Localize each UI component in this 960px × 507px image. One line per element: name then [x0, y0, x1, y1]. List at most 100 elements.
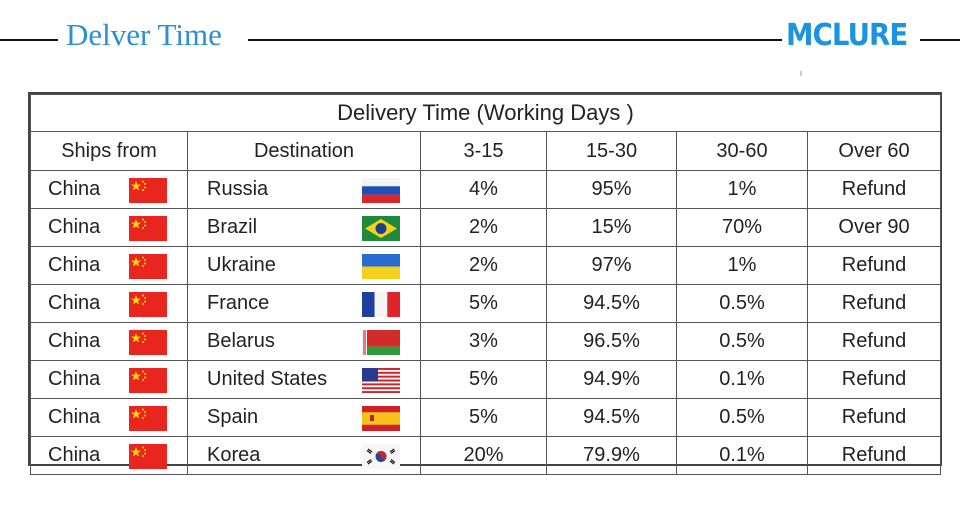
ships-from-cell: China	[30, 246, 188, 285]
share-3-15-cell: 5%	[420, 398, 547, 437]
table-row: China France 5% 94.5% 0.5% Refund	[30, 284, 941, 323]
column-header-ships-from: Ships from	[30, 131, 188, 171]
destination-label: Spain	[207, 406, 259, 428]
china-flag-icon	[129, 444, 167, 469]
ships-from-label: China	[48, 330, 101, 352]
destination-cell: Russia	[187, 170, 421, 209]
column-header-15-30: 15-30	[546, 131, 677, 171]
share-3-15-cell: 5%	[420, 284, 547, 323]
destination-cell: Belarus	[187, 322, 421, 361]
share-15-30-cell: 95%	[546, 170, 677, 209]
ships-from-label: China	[48, 406, 101, 428]
over-60-cell: Refund	[807, 284, 941, 323]
france-flag-icon	[362, 292, 400, 317]
divider-mark	[800, 71, 802, 76]
share-3-15-cell: 2%	[420, 208, 547, 247]
ships-from-label: China	[48, 254, 101, 276]
table-row: China Russia 4% 95% 1% Refund	[30, 170, 941, 209]
share-15-30-cell: 79.9%	[546, 436, 677, 475]
share-3-15-cell: 4%	[420, 170, 547, 209]
korea-flag-icon	[362, 444, 400, 469]
page-title: Delver Time	[66, 17, 222, 52]
share-30-60-cell: 0.5%	[676, 322, 808, 361]
share-15-30-cell: 94.5%	[546, 284, 677, 323]
over-60-cell: Refund	[807, 398, 941, 437]
table-row: China United States 5% 94.9% 0.1% Refund	[30, 360, 941, 399]
ships-from-label: China	[48, 216, 101, 238]
share-30-60-cell: 1%	[676, 246, 808, 285]
over-60-cell: Refund	[807, 170, 941, 209]
table-row: China Ukraine 2% 97% 1% Refund	[30, 246, 941, 285]
destination-label: Brazil	[207, 216, 258, 238]
spain-flag-icon	[362, 406, 400, 431]
column-header-30-60: 30-60	[676, 131, 808, 171]
china-flag-icon	[129, 330, 167, 355]
share-15-30-cell: 94.9%	[546, 360, 677, 399]
over-60-cell: Over 90	[807, 208, 941, 247]
ships-from-label: China	[48, 444, 101, 466]
ships-from-cell: China	[30, 208, 188, 247]
header-rule-left	[0, 39, 58, 41]
russia-flag-icon	[362, 178, 400, 203]
brand-logo: MCLURE	[786, 18, 908, 53]
table-header-row: Ships from Destination 3-15 15-30 30-60 …	[30, 131, 941, 171]
ships-from-cell: China	[30, 322, 188, 361]
share-15-30-cell: 96.5%	[546, 322, 677, 361]
share-3-15-cell: 3%	[420, 322, 547, 361]
ships-from-label: China	[48, 178, 101, 200]
ships-from-cell: China	[30, 398, 188, 437]
china-flag-icon	[129, 178, 167, 203]
share-30-60-cell: 0.5%	[676, 284, 808, 323]
over-60-cell: Refund	[807, 322, 941, 361]
ukraine-flag-icon	[362, 254, 400, 279]
column-header-3-15: 3-15	[420, 131, 547, 171]
share-15-30-cell: 94.5%	[546, 398, 677, 437]
header-rule-right	[920, 39, 960, 41]
destination-cell: France	[187, 284, 421, 323]
china-flag-icon	[129, 254, 167, 279]
ships-from-cell: China	[30, 436, 188, 475]
destination-label: France	[207, 292, 270, 314]
destination-cell: United States	[187, 360, 421, 399]
destination-cell: Ukraine	[187, 246, 421, 285]
share-15-30-cell: 15%	[546, 208, 677, 247]
over-60-cell: Refund	[807, 436, 941, 475]
china-flag-icon	[129, 292, 167, 317]
ships-from-label: China	[48, 368, 101, 390]
table-caption: Delivery Time (Working Days )	[30, 94, 941, 132]
share-3-15-cell: 20%	[420, 436, 547, 475]
table-row: China Brazil 2% 15% 70% Over 90	[30, 208, 941, 247]
table-row: China Spain 5% 94.5% 0.5% Refund	[30, 398, 941, 437]
delivery-time-table: Delivery Time (Working Days ) Ships from…	[28, 92, 942, 475]
share-30-60-cell: 70%	[676, 208, 808, 247]
destination-label: Ukraine	[207, 254, 276, 276]
ships-from-cell: China	[30, 170, 188, 209]
destination-cell: Brazil	[187, 208, 421, 247]
table-row: China Korea 20% 79.9% 0.1% Refund	[30, 436, 941, 475]
column-header-over-60: Over 60	[807, 131, 941, 171]
china-flag-icon	[129, 406, 167, 431]
china-flag-icon	[129, 216, 167, 241]
ships-from-cell: China	[30, 360, 188, 399]
destination-label: Belarus	[207, 330, 275, 352]
share-30-60-cell: 0.1%	[676, 360, 808, 399]
destination-cell: Korea	[187, 436, 421, 475]
share-3-15-cell: 5%	[420, 360, 547, 399]
over-60-cell: Refund	[807, 360, 941, 399]
brazil-flag-icon	[362, 216, 400, 241]
share-15-30-cell: 97%	[546, 246, 677, 285]
destination-cell: Spain	[187, 398, 421, 437]
ships-from-cell: China	[30, 284, 188, 323]
usa-flag-icon	[362, 368, 400, 393]
over-60-cell: Refund	[807, 246, 941, 285]
share-30-60-cell: 0.5%	[676, 398, 808, 437]
share-30-60-cell: 0.1%	[676, 436, 808, 475]
header-rule-middle	[248, 39, 782, 41]
share-30-60-cell: 1%	[676, 170, 808, 209]
column-header-destination: Destination	[187, 131, 421, 171]
china-flag-icon	[129, 368, 167, 393]
page-header: Delver Time MCLURE	[0, 0, 960, 80]
ships-from-label: China	[48, 292, 101, 314]
destination-label: Russia	[207, 178, 269, 200]
destination-label: Korea	[207, 444, 261, 466]
